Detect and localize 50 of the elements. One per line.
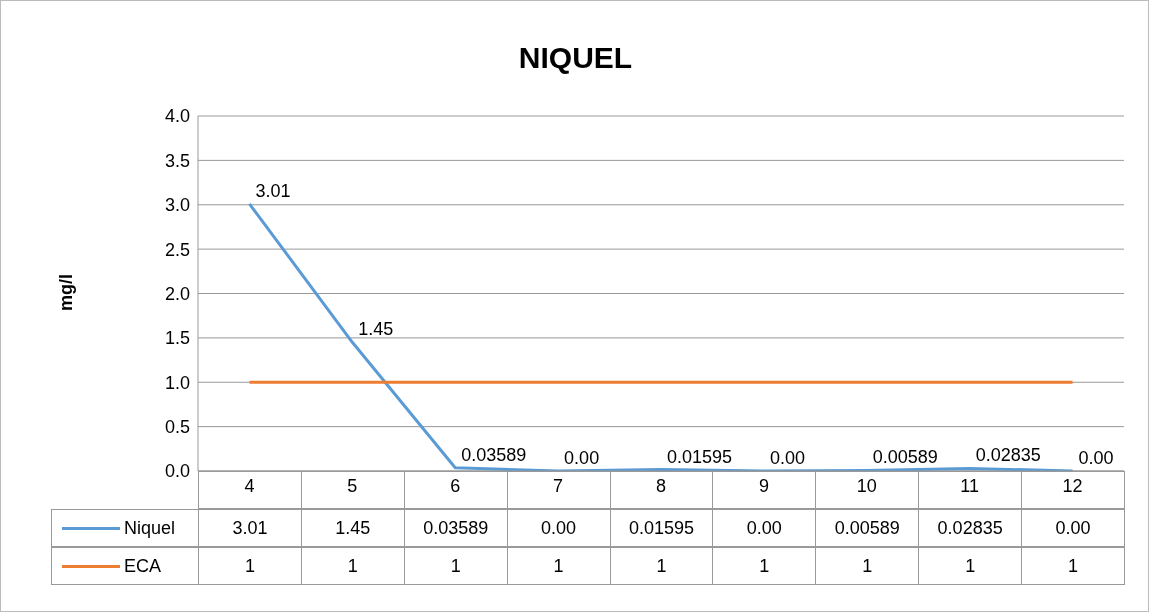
text: 3.01 [255,180,291,201]
data-label: 0.00 [1021,509,1125,547]
text: 1.45 [358,319,394,340]
data-label: 1.45 [300,509,405,547]
y-tick-label: 0.5 [164,417,190,438]
text: 0.01595 [667,446,733,467]
legend-label: ECA [51,547,199,585]
y-tick-label: 2.0 [164,283,190,304]
x-tick-label: 4 [244,475,255,496]
data-label: 0.00 [506,509,611,547]
x-tick-label: 7 [553,475,564,496]
x-tick-label: 11 [960,475,980,496]
data-label: 1 [815,547,920,585]
data-label: 1 [712,547,817,585]
y-axis-title: mg/l [55,272,77,313]
line-series [247,202,1075,471]
text: 0.00 [1078,448,1114,468]
data-label: 0.03589 [403,509,508,547]
x-tick-label: 9 [758,475,769,496]
y-tick-label: 0.0 [164,461,190,482]
x-tick-label: 8 [655,475,667,496]
y-tick-label: 3.0 [164,195,190,216]
x-tick-label: 12 [1062,475,1083,496]
y-tick-label: 3.5 [164,150,190,171]
data-label: 1 [198,547,302,585]
data-label: 1 [609,547,714,585]
data-label: 1 [1021,547,1125,585]
data-label: 1 [918,547,1023,585]
data-label: 0.00 [712,509,817,547]
text: 0.00 [564,448,600,468]
y-tick-label: 4.0 [164,106,190,127]
text: 0.03589 [461,444,527,465]
data-label: 0.02835 [918,509,1023,547]
data-label: 1 [506,547,611,585]
x-tick-label: 6 [450,475,461,496]
text: 0.02835 [975,445,1041,466]
legend-label: Niquel [51,509,199,547]
x-tick-label: 10 [856,475,877,496]
y-tick-label: 1.5 [164,328,190,349]
text: 0.00589 [872,447,938,468]
data-label: 0.01595 [609,509,714,547]
chart-title: NIQUEL [517,41,634,75]
data-label: 3.01 [198,509,302,547]
text: 0.00 [769,448,805,468]
y-tick-label: 1.0 [164,372,190,393]
x-tick-label: 5 [347,475,358,496]
y-tick-label: 2.5 [164,239,190,260]
data-label: 0.00589 [815,509,920,547]
data-label: 1 [403,547,508,585]
data-label: 1 [300,547,405,585]
